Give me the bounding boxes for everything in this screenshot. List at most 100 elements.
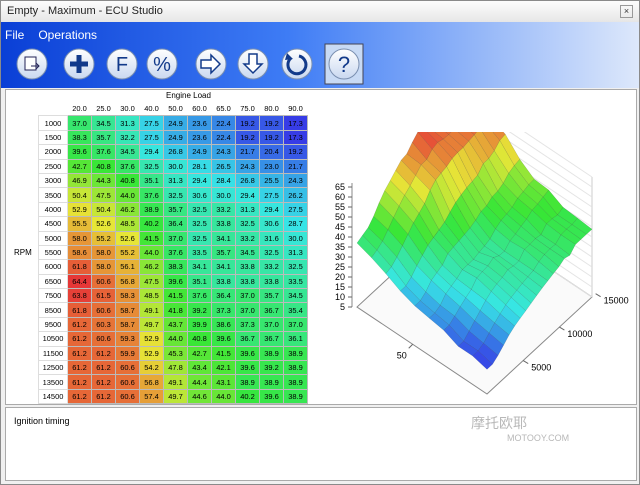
row-header: 7500 xyxy=(38,288,68,304)
watermark-site: MOTOOY.COM xyxy=(507,433,570,443)
cell: 31.3 xyxy=(115,115,140,131)
cell: 32.5 xyxy=(187,216,212,232)
cell: 37.3 xyxy=(211,302,236,318)
load-tick-label: 50 xyxy=(397,350,407,360)
cell: 49.7 xyxy=(139,316,164,333)
cell: 61.2 xyxy=(91,388,116,405)
row-header: 12500 xyxy=(38,360,68,376)
surface-patch xyxy=(470,132,477,136)
cell: 44.0 xyxy=(211,388,236,405)
cell: 64.4 xyxy=(67,273,92,290)
cell: 56.1 xyxy=(115,259,140,275)
z-tick-label: 25 xyxy=(335,262,345,272)
table-row: 13500 61.2 61.2 60.6 56.8 49.1 44.4 43.1 38.9 38.… xyxy=(38,374,308,390)
cell: 29.4 xyxy=(259,201,284,218)
cell: 63.8 xyxy=(67,288,92,304)
cell: 30.6 xyxy=(187,187,212,203)
cell: 59.3 xyxy=(115,331,140,347)
cell: 27.5 xyxy=(139,129,164,146)
cell: 28.4 xyxy=(211,172,236,189)
row-header: 5500 xyxy=(38,244,68,261)
cell: 32.2 xyxy=(115,129,140,146)
surface-patch xyxy=(566,224,587,240)
cell: 34.5 xyxy=(283,288,308,304)
z-tick-label: 60 xyxy=(335,192,345,202)
table-row: 3000 46.9 44.3 40.8 35.1 31.3 29.4 28.4 26.8 25.5… xyxy=(38,172,308,189)
tool-help[interactable]: ? xyxy=(324,43,364,85)
cell: 31.3 xyxy=(163,172,188,189)
grid-line xyxy=(523,132,593,178)
rpm-tick-label: 5000 xyxy=(531,363,551,373)
cell: 60.6 xyxy=(91,302,116,318)
cell: 48.5 xyxy=(139,288,164,304)
cell: 33.2 xyxy=(211,201,236,218)
surface-patch xyxy=(560,228,582,245)
cell: 22.4 xyxy=(211,129,236,146)
tool-glyph: % xyxy=(153,54,171,76)
corner xyxy=(39,102,68,116)
tool-next[interactable] xyxy=(195,48,227,80)
tool-down[interactable] xyxy=(237,48,269,80)
cell: 33.8 xyxy=(235,273,260,290)
column-header: 20.0 xyxy=(72,104,87,114)
cell: 58.6 xyxy=(67,244,92,261)
cell: 32.5 xyxy=(235,216,260,232)
cell: 61.2 xyxy=(91,345,116,362)
cell: 40.2 xyxy=(139,216,164,232)
cell: 44.0 xyxy=(139,244,164,261)
cell: 23.0 xyxy=(259,158,284,174)
title-bar: Empty - Maximum - ECU Studio × xyxy=(1,1,639,22)
cell: 39.6 xyxy=(235,345,260,362)
cell: 19.2 xyxy=(259,129,284,146)
cell: 49.1 xyxy=(163,374,188,390)
cell: 33.5 xyxy=(187,244,212,261)
status-text: Ignition timing xyxy=(14,416,70,426)
z-tick-label: 50 xyxy=(335,212,345,222)
cell: 34.1 xyxy=(187,259,212,275)
menu-item[interactable]: File xyxy=(5,28,25,42)
cell: 40.8 xyxy=(91,158,116,174)
cell: 19.2 xyxy=(235,115,260,131)
cell: 43.4 xyxy=(187,360,212,376)
cell: 19.2 xyxy=(259,115,284,131)
cell: 39.2 xyxy=(259,360,284,376)
cell: 28.1 xyxy=(187,158,212,174)
tool-open[interactable] xyxy=(16,48,48,80)
cell: 38.9 xyxy=(139,201,164,218)
cell: 37.6 xyxy=(91,144,116,160)
watermark-brand: 摩托欧耶 xyxy=(471,415,527,431)
cell: 33.8 xyxy=(211,216,236,232)
z-tick-label: 55 xyxy=(335,202,345,212)
cell: 25.5 xyxy=(259,172,284,189)
cell: 23.6 xyxy=(187,129,212,146)
cell: 31.3 xyxy=(235,201,260,218)
cell: 29.4 xyxy=(187,172,212,189)
cell: 37.6 xyxy=(187,288,212,304)
tool-add[interactable] xyxy=(63,48,95,80)
cell: 46.2 xyxy=(115,201,140,218)
cell: 34.1 xyxy=(211,259,236,275)
cell: 44.0 xyxy=(115,187,140,203)
cell: 37.3 xyxy=(235,316,260,333)
tool-percent[interactable]: % xyxy=(146,48,178,80)
status-panel: Ignition timing xyxy=(5,407,637,481)
cell: 34.5 xyxy=(91,115,116,131)
cell: 31.3 xyxy=(283,244,308,261)
cell: 38.9 xyxy=(283,388,308,405)
cell: 24.3 xyxy=(283,172,308,189)
close-button[interactable]: × xyxy=(620,5,633,18)
cell: 52.9 xyxy=(139,331,164,347)
cell: 36.7 xyxy=(259,331,284,347)
table-row: 11500 61.2 61.2 59.9 52.9 45.3 42.7 41.5 39.6 38.… xyxy=(38,345,308,362)
cell: 24.3 xyxy=(211,144,236,160)
tool-refresh[interactable] xyxy=(281,48,313,80)
cell: 55.2 xyxy=(115,244,140,261)
menu-item[interactable]: Operations xyxy=(38,28,98,42)
table-row: 8500 61.8 60.6 58.7 49.1 41.8 39.2 37.3 37.0 36.7… xyxy=(38,302,308,318)
tool-f[interactable]: F xyxy=(106,48,138,80)
row-header: 8500 xyxy=(38,302,68,318)
row-header: 1500 xyxy=(38,129,68,146)
cell: 35.7 xyxy=(211,244,236,261)
cell: 30.0 xyxy=(283,230,308,246)
